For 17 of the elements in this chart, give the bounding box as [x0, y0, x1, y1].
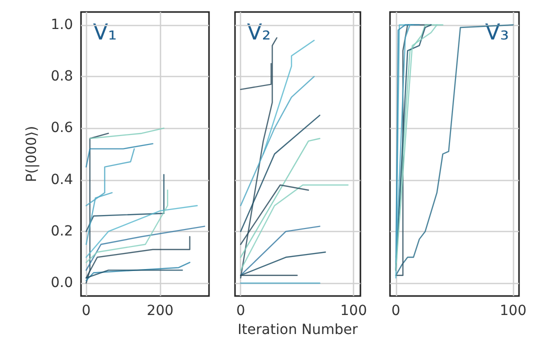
y-axis-title: P(|000⟩) [24, 126, 40, 182]
annotation: V₁ [93, 20, 117, 46]
x-tick-label: 0 [82, 303, 91, 319]
annotation: V₃ [485, 20, 510, 46]
x-tick-label: 200 [146, 303, 174, 319]
y-tick-label: 0.0 [50, 275, 73, 292]
y-tick-label: 0.6 [50, 120, 74, 136]
x-tick-label: 0 [236, 303, 246, 319]
x-tick-label: 100 [500, 303, 527, 319]
y-tick-label: 0.8 [50, 68, 73, 85]
x-axis-title: Iteration Number [238, 322, 358, 338]
y-tick-label: 1.0 [50, 16, 73, 33]
y-tick-label: 0.2 [50, 223, 73, 240]
annotation: V₂ [247, 20, 271, 46]
x-tick-label: 0 [391, 303, 400, 319]
y-tick-label: 0.4 [50, 172, 74, 188]
x-tick-label: 100 [340, 303, 368, 319]
